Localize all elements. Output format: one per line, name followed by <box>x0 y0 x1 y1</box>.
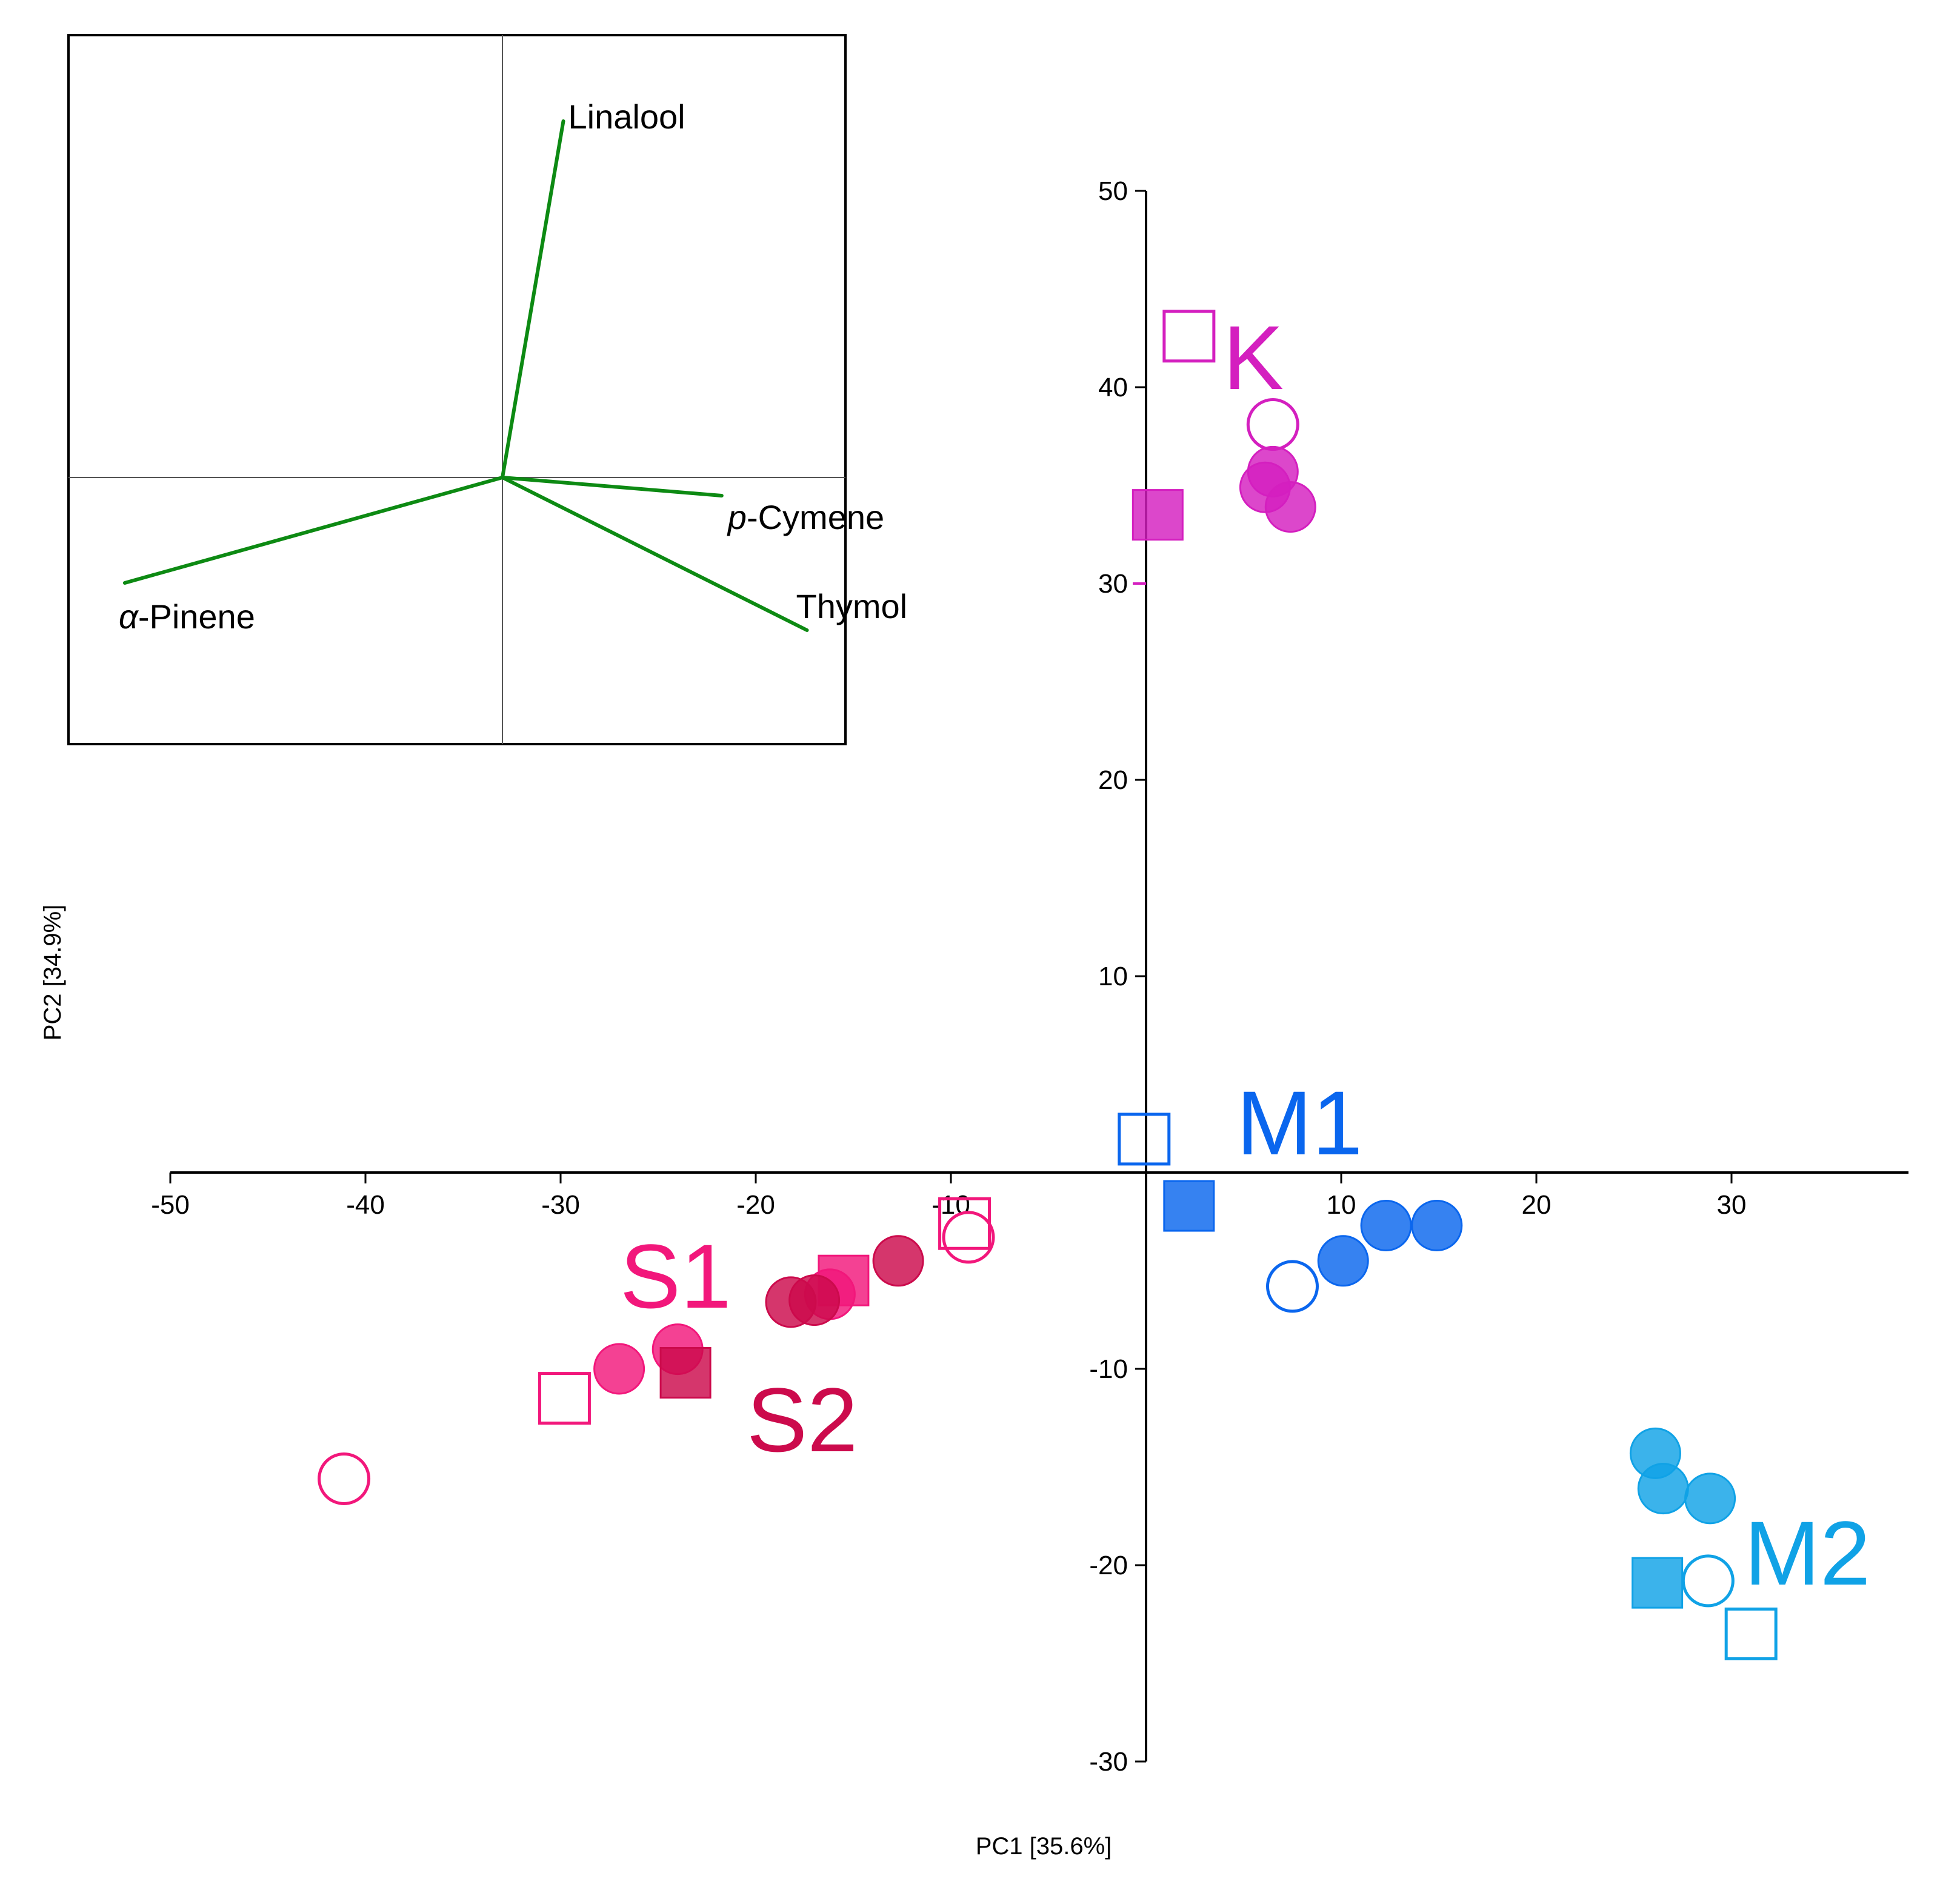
point-s1-1 <box>942 1211 995 1264</box>
point-m1-4 <box>1317 1235 1369 1287</box>
x-tick-label: -30 <box>541 1190 580 1220</box>
loading-vector-alpha-pinene <box>122 476 504 585</box>
loading-plot-inset: Linalool p-Cymene Thymol α-Pinene <box>67 34 907 745</box>
x-tick-label: -50 <box>151 1190 190 1220</box>
point-s2-2 <box>765 1276 817 1328</box>
inset-frame <box>67 34 847 745</box>
y-tick-label: 40 <box>1098 373 1128 402</box>
point-m1-1 <box>1163 1180 1215 1232</box>
group-label-s1: S1 <box>620 1225 731 1327</box>
x-tick-label: -20 <box>736 1190 775 1220</box>
y-tick-label: 50 <box>1098 176 1128 206</box>
group-labels: K S1 S2 M1 M2 <box>620 307 1870 1604</box>
point-m2-2 <box>1684 1472 1736 1525</box>
x-axis-title: PC1 [35.6%] <box>976 1833 1112 1860</box>
point-s2-0 <box>872 1235 924 1287</box>
y-tick-label: -10 <box>1089 1354 1128 1384</box>
y-tick-label: -30 <box>1089 1747 1128 1777</box>
group-label-m2: M2 <box>1744 1502 1870 1604</box>
loading-label-p-cymene: p-Cymene <box>727 498 884 536</box>
point-s1-7 <box>318 1452 371 1505</box>
x-tick-label: -10 <box>932 1190 970 1220</box>
point-m1-5 <box>1266 1260 1319 1313</box>
point-k-0 <box>1162 310 1216 363</box>
loading-label-thymol: Thymol <box>796 587 908 625</box>
x-tick-label: 30 <box>1717 1190 1747 1220</box>
loading-vector-linalool <box>501 119 565 479</box>
point-k-1 <box>1246 398 1299 451</box>
point-s1-5 <box>593 1343 645 1395</box>
point-m2-4 <box>1632 1557 1684 1609</box>
main-axes: -50 -40 -30 -20 -10 10 20 30 50 40 30 20 10 -10 -20 -3… <box>151 176 1908 1777</box>
point-k-4 <box>1264 481 1316 533</box>
y-tick-label: 20 <box>1098 765 1128 795</box>
loading-vector-p-cymene <box>501 476 724 497</box>
point-m2-3 <box>1681 1554 1735 1608</box>
x-axis-ticks: -50 -40 -30 -20 -10 10 20 30 <box>151 1173 1746 1220</box>
point-m1-2 <box>1360 1199 1412 1251</box>
point-s2-3 <box>659 1346 712 1399</box>
loading-label-alpha-pinene: α-Pinene <box>119 597 255 636</box>
group-label-k: K <box>1223 307 1284 408</box>
y-tick-label: 10 <box>1098 962 1128 991</box>
y-tick-label: 30 <box>1098 569 1128 599</box>
loading-vectors <box>122 119 809 632</box>
point-m2-5 <box>1724 1607 1778 1660</box>
x-tick-label: 20 <box>1522 1190 1552 1220</box>
y-axis-title: PC2 [34.9%] <box>39 905 66 1041</box>
point-m1-0 <box>1118 1113 1171 1166</box>
x-tick-label: -40 <box>346 1190 385 1220</box>
loading-labels: Linalool p-Cymene Thymol α-Pinene <box>119 98 907 636</box>
loading-label-linalool: Linalool <box>568 98 685 136</box>
y-tick-label: -20 <box>1089 1551 1128 1580</box>
group-label-s2: S2 <box>747 1369 858 1471</box>
y-axis-ticks: 50 40 30 20 10 -10 -20 -30 <box>1089 176 1146 1777</box>
x-tick-label: 10 <box>1327 1190 1356 1220</box>
loading-vector-thymol <box>501 476 809 632</box>
point-m1-3 <box>1411 1199 1463 1251</box>
score-points <box>318 310 1778 1660</box>
point-s1-6 <box>538 1372 591 1425</box>
group-label-m1: M1 <box>1236 1072 1362 1174</box>
point-m2-1 <box>1637 1463 1689 1515</box>
point-k-5 <box>1132 489 1184 541</box>
